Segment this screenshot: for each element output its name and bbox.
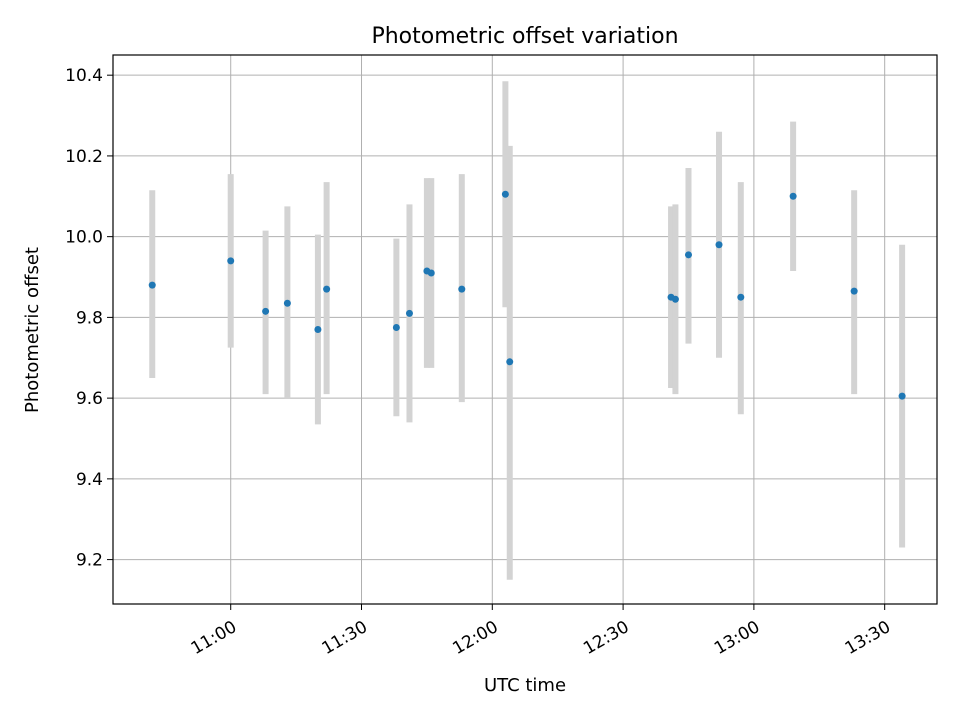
- data-point: [715, 241, 723, 249]
- x-axis-ticks: 11:00 11:30 12:00 12:30 13:00 13:30: [188, 604, 894, 659]
- data-point: [405, 309, 413, 317]
- y-axis-label: Photometric offset: [22, 247, 43, 413]
- data-point: [506, 358, 514, 366]
- data-point: [227, 257, 235, 265]
- x-tick-label: 12:00: [449, 617, 501, 659]
- y-tick-label: 10.0: [65, 228, 103, 248]
- y-tick-label: 9.6: [76, 389, 103, 409]
- data-point: [148, 281, 156, 289]
- x-tick-label: 11:30: [319, 617, 371, 659]
- data-point: [323, 285, 331, 293]
- data-point: [314, 326, 322, 333]
- data-point: [283, 299, 291, 307]
- plot-frame: [112, 54, 938, 605]
- x-axis-label: UTC time: [484, 675, 566, 696]
- data-point: [737, 293, 745, 301]
- data-point: [458, 285, 466, 293]
- data-point: [671, 295, 679, 303]
- y-tick-label: 9.2: [76, 551, 103, 571]
- y-tick-label: 10.4: [65, 66, 103, 86]
- x-tick-label: 13:30: [842, 617, 894, 659]
- data-point: [392, 323, 400, 331]
- x-tick-label: 12:30: [580, 617, 632, 659]
- data-point: [898, 392, 906, 400]
- data-points: [148, 190, 906, 400]
- data-point: [684, 251, 692, 259]
- y-tick-label: 9.4: [76, 470, 103, 490]
- y-tick-label: 10.2: [65, 147, 103, 167]
- x-tick-label: 13:00: [711, 617, 763, 659]
- x-tick-label: 11:00: [188, 617, 240, 659]
- y-tick-label: 9.8: [76, 308, 103, 328]
- chart-title: Photometric offset variation: [371, 24, 678, 49]
- data-point: [850, 287, 858, 295]
- data-point: [501, 190, 509, 198]
- data-point: [789, 192, 797, 200]
- y-axis-ticks: 9.2 9.4 9.6 9.8 10.0 10.2 10.4: [65, 66, 113, 571]
- data-point: [427, 269, 435, 277]
- data-point: [262, 307, 270, 315]
- grid-lines: [113, 55, 937, 604]
